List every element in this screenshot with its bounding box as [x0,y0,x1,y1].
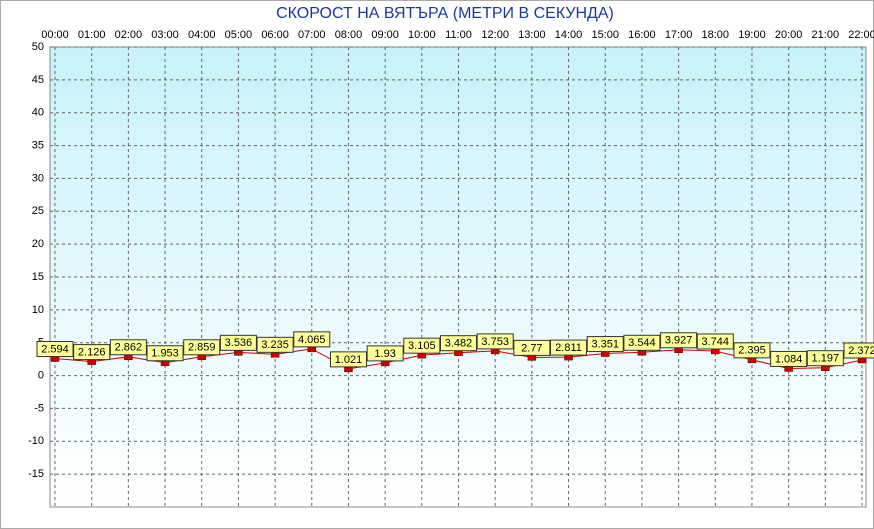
data-label: 3.753 [481,336,509,348]
x-tick-label: 05:00 [225,29,253,41]
x-tick-label: 08:00 [335,29,363,41]
x-tick-label: 03:00 [151,29,179,41]
data-label-box [660,332,698,349]
x-tick-label: 09:00 [371,29,399,41]
x-tick-label: 12:00 [481,29,509,41]
data-label: 3.544 [628,337,656,349]
data-label-box [770,350,808,367]
data-label-box [73,344,111,361]
data-label-box [623,334,661,351]
data-label-box [36,341,74,358]
x-tick-label: 06:00 [261,29,289,41]
data-label: 2.862 [115,342,143,354]
y-tick-label: 40 [32,107,44,119]
x-tick-label: 04:00 [188,29,216,41]
data-label: 2.77 [521,342,542,354]
x-tick-label: 00:00 [41,29,69,41]
x-tick-label: 14:00 [555,29,583,41]
x-tick-label: 02:00 [115,29,143,41]
data-label: 2.811 [555,342,582,354]
data-label: 1.197 [812,353,840,365]
data-label: 3.351 [591,338,619,350]
y-tick-label: -15 [28,468,44,480]
data-label: 3.235 [261,339,289,351]
x-tick-label: 18:00 [702,29,730,41]
y-tick-label: 20 [32,238,44,250]
data-label: 2.372 [848,345,874,357]
x-tick-label: 10:00 [408,29,436,41]
data-label-box [696,333,734,350]
y-tick-label: -5 [34,402,44,414]
x-tick-label: 22:00 [848,29,874,41]
y-tick-label: 30 [32,172,44,184]
data-label-box [403,337,441,354]
x-tick-label: 01:00 [78,29,106,41]
data-label: 3.744 [702,336,730,348]
data-label-box [219,334,257,351]
x-tick-label: 19:00 [738,29,766,41]
data-label: 4.065 [298,334,326,346]
data-label: 2.395 [738,345,766,357]
data-label: 3.927 [665,335,693,347]
data-label-box [256,336,294,353]
data-label: 3.105 [408,340,436,352]
data-label-box [586,336,624,353]
data-label-box [293,331,331,348]
y-tick-label: 35 [32,139,44,151]
data-label: 2.126 [78,347,106,359]
data-label: 1.953 [151,348,179,360]
data-label-box [733,342,771,359]
x-tick-label: 11:00 [445,29,472,41]
x-tick-label: 21:00 [812,29,840,41]
data-label: 3.482 [445,338,473,350]
data-label-box [440,335,477,352]
data-label-box [550,339,588,356]
chart-title: СКОРОСТ НА ВЯТЪРА (МЕТРИ В СЕКУНДА) [276,5,614,22]
data-label-box [183,339,221,356]
x-tick-label: 20:00 [775,29,803,41]
x-tick-label: 15:00 [591,29,619,41]
x-tick-label: 13:00 [518,29,546,41]
data-label-box [806,350,844,367]
data-label-box [366,345,404,362]
data-label: 1.93 [374,348,395,360]
data-label: 3.536 [225,337,253,349]
y-tick-label: 45 [32,74,44,86]
data-label-box [513,339,551,356]
data-label: 2.594 [41,343,69,355]
data-label-box [843,342,874,359]
data-label-box [146,345,184,362]
x-tick-label: 07:00 [298,29,326,41]
y-tick-label: 10 [32,304,44,316]
x-tick-label: 17:00 [665,29,693,41]
data-label-box [109,339,147,356]
y-tick-label: 15 [32,271,44,283]
data-label: 1.084 [775,353,803,365]
y-tick-label: 0 [38,369,44,381]
x-tick-label: 16:00 [628,29,656,41]
data-label: 2.859 [188,342,216,354]
data-label-box [476,333,514,350]
data-label-box [329,351,367,368]
data-label: 1.021 [335,354,363,366]
y-tick-label: 50 [32,41,44,53]
y-tick-label: -10 [28,435,44,447]
y-tick-label: 25 [32,205,44,217]
